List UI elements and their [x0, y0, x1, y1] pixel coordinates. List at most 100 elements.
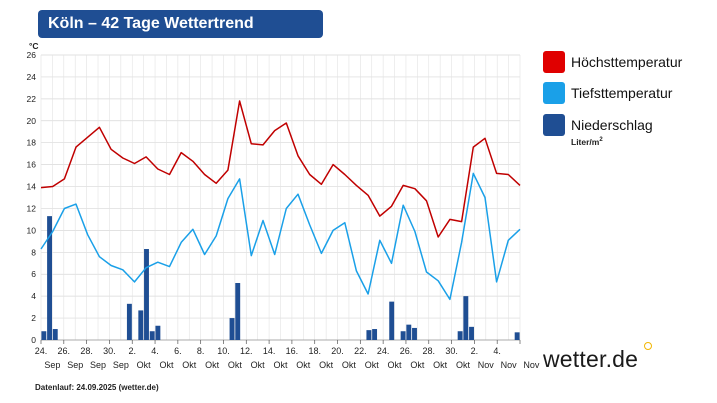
- precipitation-bar: [47, 216, 53, 340]
- logo-dot-icon: [644, 342, 652, 350]
- x-tick-month: Okt: [228, 360, 243, 370]
- y-tick-label: 20: [27, 116, 37, 126]
- y-tick-label: 18: [27, 138, 37, 148]
- x-tick-day: 22.: [354, 346, 367, 356]
- x-tick-day: 26.: [400, 346, 413, 356]
- x-tick-day: 20.: [331, 346, 344, 356]
- precipitation-bar: [372, 329, 378, 340]
- x-tick-day: 24.: [35, 346, 48, 356]
- y-tick-label: 16: [27, 160, 37, 170]
- x-tick-month: Nov: [523, 360, 540, 370]
- x-tick-day: 26.: [58, 346, 71, 356]
- precipitation-unit: Liter/m2: [571, 137, 603, 147]
- x-tick-month: Sep: [44, 360, 60, 370]
- y-tick-label: 26: [27, 50, 37, 60]
- x-tick-month: Okt: [456, 360, 471, 370]
- x-tick-month: Okt: [433, 360, 448, 370]
- precipitation-bar: [155, 325, 161, 340]
- x-tick-day: 2.: [128, 346, 136, 356]
- legend-label-min: Tiefsttemperatur: [571, 85, 673, 101]
- y-tick-label: 6: [31, 269, 36, 279]
- precipitation-bar: [514, 332, 520, 340]
- x-tick-day: 24.: [377, 346, 390, 356]
- legend-swatch-max: [543, 51, 565, 73]
- y-tick-label: 14: [27, 182, 37, 192]
- x-tick-day: 2.: [471, 346, 479, 356]
- x-tick-day: 18.: [308, 346, 321, 356]
- legend-swatch-precip: [543, 114, 565, 136]
- x-tick-month: Sep: [90, 360, 106, 370]
- precipitation-bar: [463, 296, 469, 340]
- legend-item-max: Höchsttemperatur: [543, 51, 682, 73]
- x-tick-month: Okt: [388, 360, 403, 370]
- x-tick-month: Okt: [273, 360, 288, 370]
- y-tick-label: 8: [31, 247, 36, 257]
- y-tick-label: 12: [27, 203, 37, 213]
- x-tick-month: Okt: [319, 360, 334, 370]
- precipitation-bar: [138, 310, 144, 340]
- x-tick-day: 6.: [174, 346, 182, 356]
- y-axis-unit: °C: [29, 41, 39, 51]
- x-tick-day: 30.: [103, 346, 116, 356]
- x-tick-month: Okt: [205, 360, 220, 370]
- x-tick-day: 8.: [197, 346, 205, 356]
- legend-swatch-min: [543, 82, 565, 104]
- x-tick-month: Sep: [113, 360, 129, 370]
- legend-label-precip: Niederschlag: [571, 117, 653, 133]
- precipitation-bar: [412, 327, 417, 340]
- x-axis-ticks: 24.Sep26.Sep28.Sep30.Sep2.Okt4.Okt6.Okt8…: [35, 340, 540, 370]
- x-tick-month: Okt: [251, 360, 266, 370]
- x-tick-day: 30.: [445, 346, 458, 356]
- y-tick-label: 22: [27, 94, 37, 104]
- y-tick-label: 10: [27, 225, 37, 235]
- chart-title: Köln – 42 Tage Wettertrend: [38, 10, 323, 38]
- precipitation-bar: [52, 329, 58, 340]
- x-tick-month: Okt: [182, 360, 197, 370]
- y-tick-label: 0: [31, 335, 36, 345]
- precipitation-bar: [149, 331, 155, 340]
- x-tick-month: Nov: [478, 360, 495, 370]
- temperature-lines: [40, 100, 521, 301]
- x-tick-day: 4.: [151, 346, 159, 356]
- x-tick-month: Sep: [67, 360, 83, 370]
- x-tick-day: 12.: [240, 346, 253, 356]
- precipitation-bar: [126, 303, 132, 340]
- y-tick-label: 2: [31, 313, 36, 323]
- precipitation-bar: [406, 324, 412, 340]
- legend-item-precip: Niederschlag: [543, 114, 653, 136]
- precipitation-bar: [457, 331, 463, 340]
- footer-note: Datenlauf: 24.09.2025 (wetter.de): [35, 383, 159, 392]
- x-tick-day: 16.: [286, 346, 299, 356]
- max-temperature-line: [40, 100, 521, 238]
- x-tick-month: Okt: [137, 360, 152, 370]
- x-tick-month: Okt: [365, 360, 380, 370]
- precipitation-bar: [389, 301, 395, 340]
- x-tick-day: 28.: [80, 346, 93, 356]
- precipitation-bar: [469, 326, 474, 340]
- y-tick-label: 4: [31, 291, 36, 301]
- precipitation-bars: [41, 216, 520, 340]
- legend-item-min: Tiefsttemperatur: [543, 82, 672, 104]
- grid: [40, 54, 521, 341]
- x-tick-day: 28.: [423, 346, 436, 356]
- x-tick-day: 4.: [493, 346, 501, 356]
- min-temperature-line: [40, 172, 521, 301]
- precipitation-bar: [144, 249, 149, 340]
- x-tick-month: Okt: [296, 360, 311, 370]
- x-tick-day: 10.: [217, 346, 230, 356]
- precipitation-bar: [400, 331, 406, 340]
- y-tick-label: 24: [27, 72, 37, 82]
- precipitation-bar: [235, 283, 241, 340]
- x-tick-month: Okt: [410, 360, 425, 370]
- x-tick-month: Okt: [342, 360, 357, 370]
- x-tick-month: Okt: [159, 360, 174, 370]
- x-tick-month: Nov: [501, 360, 518, 370]
- precipitation-bar: [229, 318, 235, 340]
- precipitation-bar: [41, 331, 47, 340]
- x-tick-day: 14.: [263, 346, 276, 356]
- logo: wetter.de: [543, 346, 639, 372]
- precipitation-bar: [366, 330, 372, 340]
- legend-label-max: Höchsttemperatur: [571, 54, 683, 70]
